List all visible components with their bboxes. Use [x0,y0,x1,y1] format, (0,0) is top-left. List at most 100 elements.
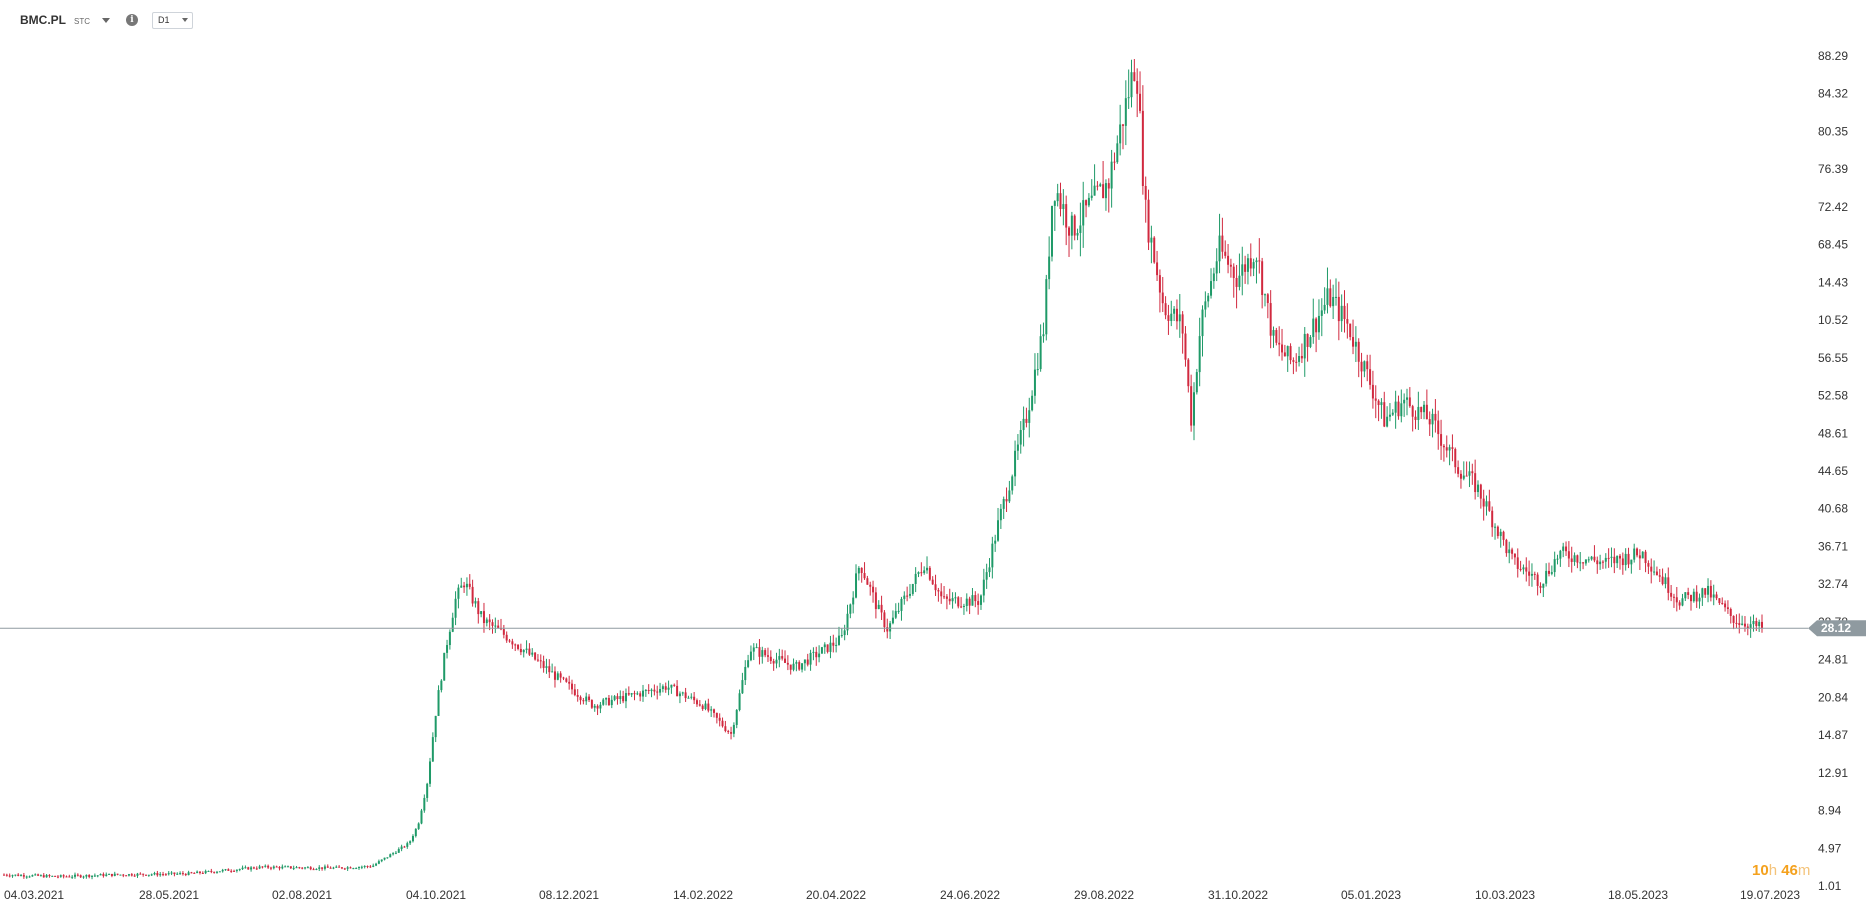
candle-body [1743,623,1746,627]
candle-body [375,863,378,866]
candle-body [1522,567,1525,570]
candle-body [906,595,909,597]
symbol-label[interactable]: BMC.PL [20,13,66,27]
candle-body [849,604,852,614]
candle-body [528,648,531,655]
candle-body [1457,467,1460,474]
candle-body [525,648,528,650]
candle-body [599,704,602,709]
candle-body [974,595,977,602]
candle-body [1641,551,1644,559]
candle-body [551,671,554,673]
candle-body [642,690,645,697]
candle-body [326,866,329,868]
candle-body [1655,571,1658,576]
candle-body [386,857,389,859]
candle-body [1556,558,1559,560]
candle-body [1371,384,1374,399]
candle-body [1300,356,1303,359]
candle-body [454,598,457,618]
time-tick-label: 20.04.2022 [806,888,866,902]
candle-body [1451,447,1454,449]
candle-body [713,709,716,713]
candle-body [664,686,667,690]
candle-body [1732,615,1735,623]
candle-body [54,875,57,877]
candle-body [1476,484,1479,493]
candle-body [1726,607,1729,609]
candle-body [198,871,201,873]
candle-body [940,591,943,597]
candle-body [727,731,730,733]
time-tick-label: 10.03.2023 [1475,888,1535,902]
price-tick-label: 52.58 [1818,389,1848,403]
candle-body [920,572,923,574]
candle-body [781,656,784,659]
time-tick-label: 19.07.2023 [1740,888,1800,902]
symbol-chevron-down-icon[interactable] [102,17,110,23]
candle-body [832,642,835,646]
candle-body [477,601,480,615]
candle-body [1011,476,1014,491]
candle-body [1130,72,1133,98]
candle-body [806,659,809,665]
candle-body [443,652,446,681]
candle-body [304,867,307,869]
candle-body [1633,548,1636,560]
candle-body [17,874,20,876]
candle-body [1261,261,1264,296]
candle-body [1306,333,1309,347]
candle-body [1085,200,1088,206]
candle-body [1360,361,1363,372]
candle-body [269,867,272,869]
candle-body [409,841,412,844]
candle-body [113,873,116,876]
candle-body [244,867,247,869]
candle-body [1511,549,1514,554]
candle-body [1303,333,1306,359]
candle-body [960,606,963,608]
candle-body [698,704,701,706]
candle-body [372,865,375,867]
candle-body [630,693,633,695]
candle-body [1638,555,1641,559]
candle-body [224,869,227,871]
candle-body [184,873,187,876]
candle-body [1499,531,1502,537]
candle-body [329,867,332,869]
candle-body [272,866,275,869]
timeframe-select[interactable]: D1 [152,11,193,29]
candle-body [1746,626,1749,629]
candle-body [1076,232,1079,236]
candle-body [673,684,676,686]
price-tick-label: 1.01 [1818,879,1842,893]
candle-body [147,874,150,876]
price-axis: 88.29 84.32 80.35 76.39 72.42 68.45 14.43 10.52… [1818,49,1848,893]
candle-body [287,866,290,868]
info-icon[interactable]: i [126,14,138,26]
candle-body [1349,323,1352,338]
time-tick-label: 29.08.2022 [1074,888,1134,902]
candle-body [1124,98,1127,126]
candle-body [1190,386,1193,426]
candle-body [829,642,832,652]
candle-body [480,611,483,615]
countdown-hours-unit: h [1768,862,1778,879]
candle-body [999,508,1002,521]
candle-body [897,610,900,612]
candle-body [914,573,917,584]
candle-body [795,662,798,664]
candle-body [605,697,608,700]
candle-body [1491,510,1494,528]
candle-body [977,601,980,605]
candle-body [1354,341,1357,347]
candle-body [818,653,821,658]
candle-body [761,650,764,657]
candle-body [860,567,863,574]
candle-body [1709,585,1712,598]
candle-body [1542,583,1545,588]
candle-body [1224,251,1227,256]
candle-body [979,595,982,605]
candle-body [732,724,735,734]
